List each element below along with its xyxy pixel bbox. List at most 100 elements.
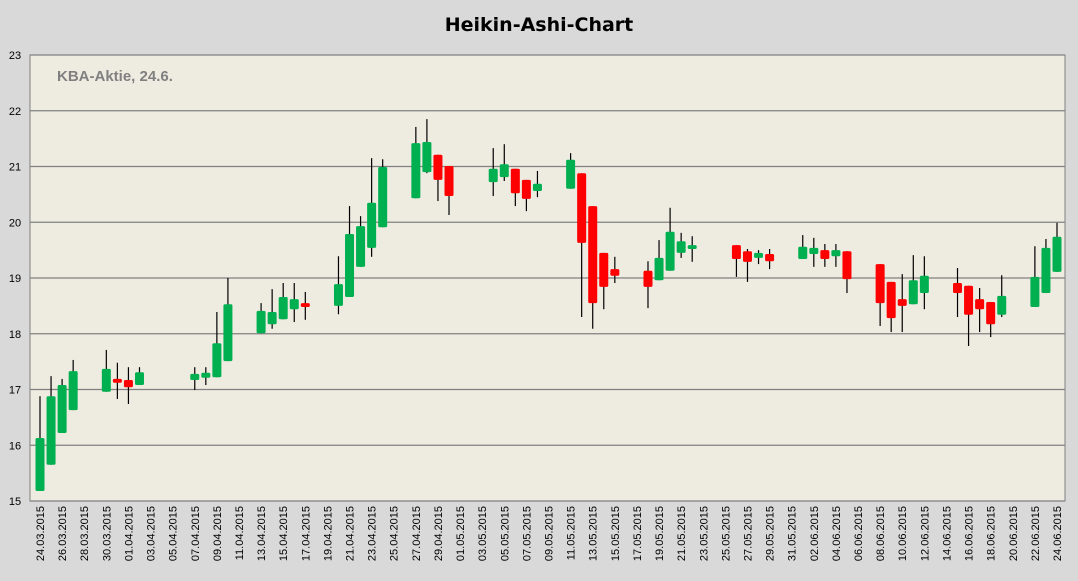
candle-body-up xyxy=(278,296,288,320)
x-tick-label: 02.06.2015 xyxy=(809,506,821,561)
candle-body-up xyxy=(798,246,808,260)
candle xyxy=(289,283,299,323)
candle-body-down xyxy=(953,283,963,294)
candle xyxy=(212,312,222,378)
candle-body-up xyxy=(676,241,686,253)
candles xyxy=(35,119,1062,491)
x-tick-label: 24.06.2015 xyxy=(1052,506,1064,561)
candle-body-down xyxy=(975,299,985,310)
x-tick-label: 09.04.2015 xyxy=(212,506,224,561)
x-tick-label: 17.04.2015 xyxy=(300,506,312,561)
candle xyxy=(201,367,211,386)
candle xyxy=(1052,222,1062,272)
candle xyxy=(875,264,885,326)
candle xyxy=(842,251,852,294)
candle xyxy=(809,237,819,267)
candle xyxy=(35,396,45,491)
candle xyxy=(256,303,266,334)
candle xyxy=(356,216,366,267)
candle-body-up xyxy=(345,233,355,297)
candle xyxy=(742,249,752,282)
y-tick-label: 19 xyxy=(9,273,21,285)
x-tick-label: 15.04.2015 xyxy=(278,506,290,561)
candle xyxy=(643,261,653,309)
candle-body-up xyxy=(809,247,819,255)
candle-body-down xyxy=(886,281,896,319)
x-tick-label: 15.05.2015 xyxy=(610,506,622,561)
candle-body-down xyxy=(964,285,974,315)
candle-body-up xyxy=(532,183,542,192)
candle xyxy=(676,232,686,258)
candle-body-up xyxy=(1052,236,1062,272)
candle-body-down xyxy=(610,269,620,276)
x-tick-label: 06.06.2015 xyxy=(853,506,865,561)
candle xyxy=(278,283,288,320)
candle-body-down xyxy=(842,251,852,280)
y-tick-label: 18 xyxy=(9,329,21,341)
candle-body-down xyxy=(742,251,752,262)
candle xyxy=(422,119,432,174)
candle-body-up xyxy=(256,310,266,334)
candle xyxy=(610,256,620,284)
x-tick-label: 09.05.2015 xyxy=(544,506,556,561)
candle xyxy=(367,158,377,257)
candle xyxy=(599,252,609,310)
candle xyxy=(919,256,929,310)
x-tick-label: 05.05.2015 xyxy=(499,506,511,561)
x-tick-label: 12.06.2015 xyxy=(919,506,931,561)
x-axis-ticks: 24.03.2015 26.03.2015 28.03.2015 30.03.2015… xyxy=(35,506,1064,561)
candle-body-down xyxy=(820,250,830,260)
y-tick-label: 22 xyxy=(9,106,21,118)
candle xyxy=(577,173,587,318)
candle xyxy=(754,250,764,265)
candle-body-up xyxy=(654,257,664,281)
candle-body-up xyxy=(411,143,421,199)
x-tick-label: 23.05.2015 xyxy=(698,506,710,561)
x-tick-label: 07.04.2015 xyxy=(190,506,202,561)
x-tick-label: 27.04.2015 xyxy=(411,506,423,561)
y-tick-label: 16 xyxy=(9,440,21,452)
candle-body-up xyxy=(356,226,366,267)
candle-body-up xyxy=(665,231,675,271)
x-tick-label: 04.06.2015 xyxy=(831,506,843,561)
candle-body-down xyxy=(300,303,310,307)
x-tick-label: 11.05.2015 xyxy=(566,506,578,560)
x-tick-label: 01.04.2015 xyxy=(123,506,135,561)
candle-body-up xyxy=(488,168,498,183)
candle xyxy=(123,367,133,404)
x-tick-label: 22.06.2015 xyxy=(1030,506,1042,561)
candle xyxy=(731,245,741,277)
candle-body-up xyxy=(831,250,841,257)
candle-body-up xyxy=(134,372,144,386)
y-axis-ticks: 15 16 17 18 19 20 21 22 23 xyxy=(9,50,21,508)
x-tick-label: 19.05.2015 xyxy=(654,506,666,561)
candle xyxy=(267,289,277,329)
candle xyxy=(975,288,985,333)
candle xyxy=(333,256,343,315)
candle-body-up xyxy=(754,252,764,258)
x-tick-label: 20.06.2015 xyxy=(1008,506,1020,561)
candle-body-up xyxy=(201,372,211,378)
candle xyxy=(499,144,509,181)
x-tick-label: 19.04.2015 xyxy=(322,506,334,561)
candle-body-up xyxy=(1041,247,1051,294)
candle xyxy=(488,148,498,197)
candle-body-up xyxy=(101,368,111,392)
candle-body-down xyxy=(643,270,653,287)
candle xyxy=(345,206,355,297)
candle xyxy=(521,179,531,212)
x-tick-label: 29.05.2015 xyxy=(765,506,777,561)
candle-body-down xyxy=(986,301,996,325)
x-tick-label: 25.04.2015 xyxy=(389,506,401,561)
candle xyxy=(1041,238,1051,294)
candle-body-up xyxy=(378,167,388,228)
candle-body-down xyxy=(112,378,122,383)
x-tick-label: 08.06.2015 xyxy=(875,506,887,561)
candle-body-down xyxy=(123,380,133,388)
candle-body-down xyxy=(433,154,443,180)
x-tick-label: 26.03.2015 xyxy=(57,506,69,561)
candle-body-up xyxy=(333,284,343,306)
candle xyxy=(588,206,598,329)
candle-body-down xyxy=(444,165,454,197)
